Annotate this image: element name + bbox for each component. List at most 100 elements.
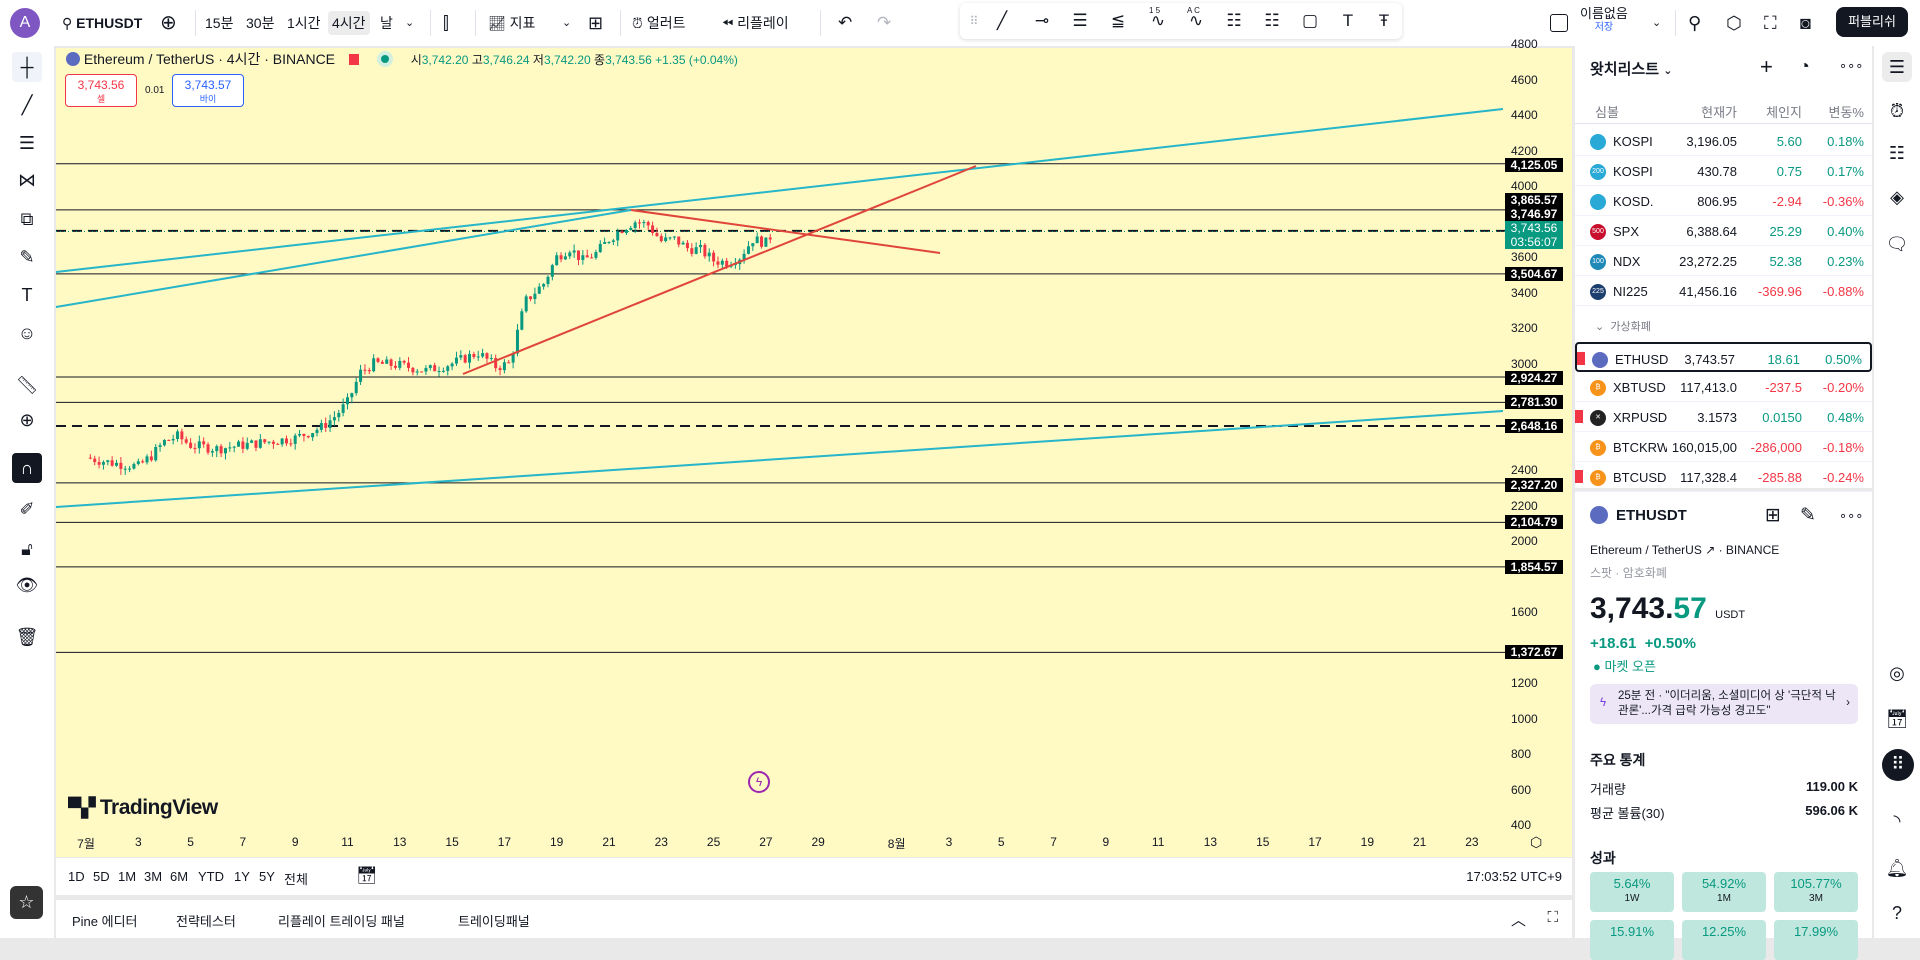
trendline-red[interactable] [462,165,977,375]
buy-button[interactable]: 3,743.57 바이 [172,74,244,107]
watchlist-title[interactable]: 왓치리스트 ⌄ [1590,61,1673,78]
collapse-panel-chevron-icon[interactable]: ︿ [1510,912,1526,929]
bottom-tab[interactable]: 리플레이 트레이딩 패널 [278,914,405,929]
interval-1d[interactable]: 날 [380,15,393,31]
performance-tile[interactable]: 17.99% [1774,920,1858,960]
watchlist-row[interactable]: ₿ BTCUSD 117,328.4 -285.88 -0.24% [1575,462,1872,492]
parallel-channel-icon[interactable]: ☰ [1072,11,1088,30]
axis-settings-icon[interactable]: ⬡ [1530,834,1543,850]
watchlist-row[interactable]: KOSPI 3,196.05 5.60 0.18% [1575,126,1872,156]
fib-retracement-icon[interactable]: ≦ [1110,11,1126,30]
watchlist-row[interactable]: 100 NDX 23,272.25 52.38 0.23% [1575,246,1872,276]
watchlist-row[interactable]: 500 SPX 6,388.64 25.29 0.40% [1575,216,1872,246]
text-icon[interactable]: T [1342,11,1354,30]
symbol-search[interactable]: ⚲ ETHUSDT [62,11,142,35]
magnet-icon[interactable]: ∩ [12,453,42,483]
layers-icon[interactable]: ◈ [1890,187,1904,207]
range-5D[interactable]: 5D [93,869,110,884]
horizontal-ray-icon[interactable]: ⊸ [1034,11,1050,30]
watchlist-row[interactable]: ₿ XBTUSD 117,413.0 -237.5 -0.20% [1575,372,1872,402]
text-icon[interactable]: T [21,285,33,305]
trendline-icon[interactable]: ╱ [996,11,1008,30]
goto-date-icon[interactable]: 📅︎ [356,866,378,885]
add-list-icon[interactable]: ☷ [1888,143,1906,163]
trendline-cyan[interactable] [55,108,1504,273]
flag-icon[interactable] [1575,470,1583,483]
symbol-title[interactable]: Ethereum / TetherUS · 4시간 · BINANCE [83,51,336,67]
edit-icon[interactable]: ✎ [1800,505,1816,526]
interval-15m[interactable]: 15분 [205,15,234,31]
indicator-templates-chevron-icon[interactable]: ⌄ [562,17,572,29]
indicators-button[interactable]: 📈︎ 지표 [488,11,535,35]
apps-grid-icon[interactable]: ⠿ [1882,749,1914,781]
watchlist-row[interactable]: ₿ BTCKRW 160,015,00 -286,000 -0.18% [1575,432,1872,462]
range-6M[interactable]: 6M [170,869,189,884]
quick-search-icon[interactable]: ⚲ [1688,13,1702,33]
avatar[interactable]: A [10,8,40,38]
camera-icon[interactable]: ◙ [1800,13,1811,33]
more-options-icon[interactable]: ∘∘∘ [1839,58,1864,73]
interval-30m[interactable]: 30분 [246,15,275,31]
lock-drawing-icon[interactable]: ✐ [19,499,35,519]
chart-area[interactable] [56,48,1572,857]
more-options-icon[interactable]: ∘∘∘ [1839,508,1864,523]
news-headline[interactable]: ϟ 25분 전 · "이더리움, 소셜미디어 상 '극단적 낙관론'...가격 … [1590,684,1858,724]
column-symbol[interactable]: 심볼 [1595,105,1619,120]
column-change-pct[interactable]: 변동% [1828,105,1864,120]
notification-bell-icon[interactable]: 🔔︎ [1885,858,1909,878]
watchlist-row[interactable]: KOSD. 806.95 -2.94 -0.36% [1575,186,1872,216]
section-header-crypto[interactable]: ⌄ 가상화폐 [1595,321,1651,333]
watchlist-row[interactable]: ✕ XRPUSD 3.1573 0.0150 0.48% [1575,402,1872,432]
redo-icon[interactable]: ↷ [877,13,892,32]
watchlist-row[interactable]: 225 NI225 41,456.16 -369.96 -0.88% [1575,276,1872,306]
calendar-icon[interactable]: 📅︎ [1885,709,1909,729]
flag-icon[interactable] [1575,410,1583,423]
watchlist-star-icon[interactable]: ☆ [10,886,43,919]
interval-1h[interactable]: 1시간 [287,15,321,31]
fib-icon[interactable]: ☰ [18,133,36,153]
trash-icon[interactable]: 🗑︎ [15,627,39,647]
rectangle-icon[interactable]: ▢ [1301,11,1319,30]
performance-tile[interactable]: 54.92% 1M [1682,872,1766,912]
watchlist-row[interactable]: ETHUSD 3,743.57 18.61 0.50% [1575,342,1872,372]
target-icon[interactable]: ◎ [1889,663,1905,683]
range-5Y[interactable]: 5Y [259,869,275,884]
watchlist-icon[interactable]: ☰ [1882,52,1912,82]
help-icon[interactable]: ? [1891,903,1902,923]
lightning-news-icon[interactable]: ϟ [748,771,770,793]
bottom-tab[interactable]: 전략테스터 [176,914,236,929]
performance-tile[interactable]: 15.91% [1590,920,1674,960]
flag-icon[interactable] [1577,352,1585,365]
broadcast-icon[interactable]: ◝ [1893,811,1901,831]
replay-button[interactable]: ⏪︎ 리플레이 [722,11,789,35]
abcd-pattern-icon[interactable]: A C ∿ [1184,6,1208,33]
column-change[interactable]: 체인지 [1766,105,1802,120]
bottom-tab[interactable]: Pine 에디터 [72,914,138,929]
zoom-in-icon[interactable]: ⊕ [19,410,35,430]
alerts-clock-icon[interactable]: ⏰︎ [1889,101,1905,121]
trendline-red[interactable] [630,209,941,254]
range-3M[interactable]: 3M [144,869,163,884]
price-chart[interactable] [0,0,1920,938]
undo-icon[interactable]: ↶ [838,13,853,32]
lock-icon[interactable]: 🔓︎ [21,539,33,559]
range-1Y[interactable]: 1Y [234,869,250,884]
anchored-text-icon[interactable]: Ŧ [1378,11,1390,30]
layout-chevron-icon[interactable]: ⌄ [1652,17,1662,29]
drag-handle-icon[interactable]: ⠿ [969,14,979,28]
maximize-panel-icon[interactable]: ⛶ [1547,909,1558,926]
chat-icon[interactable]: 🗨︎ [1885,234,1909,254]
interval-dropdown-chevron-icon[interactable]: ⌄ [405,17,415,29]
alert-button[interactable]: ⏰︎ 얼러트 [632,11,685,35]
settings-hexagon-icon[interactable]: ⬡ [1726,13,1742,33]
range-전체[interactable]: 전체 [284,872,308,887]
long-position-icon[interactable]: ☷ [1226,11,1242,30]
sell-button[interactable]: 3,743.56 셀 [65,74,137,107]
xabcd-pattern-icon[interactable]: 1 5 ∿ [1146,6,1170,33]
interval-4h[interactable]: 4시간 [328,11,370,35]
layout-icon[interactable]: ⊞ [1765,505,1781,526]
column-last[interactable]: 현재가 [1701,105,1737,120]
add-symbol-icon[interactable]: + [1760,54,1773,79]
range-YTD[interactable]: YTD [198,869,224,884]
ruler-icon[interactable]: 📏︎ [15,375,39,395]
